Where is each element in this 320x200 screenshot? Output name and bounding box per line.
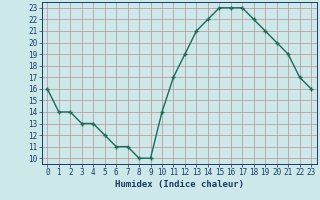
- X-axis label: Humidex (Indice chaleur): Humidex (Indice chaleur): [115, 180, 244, 189]
